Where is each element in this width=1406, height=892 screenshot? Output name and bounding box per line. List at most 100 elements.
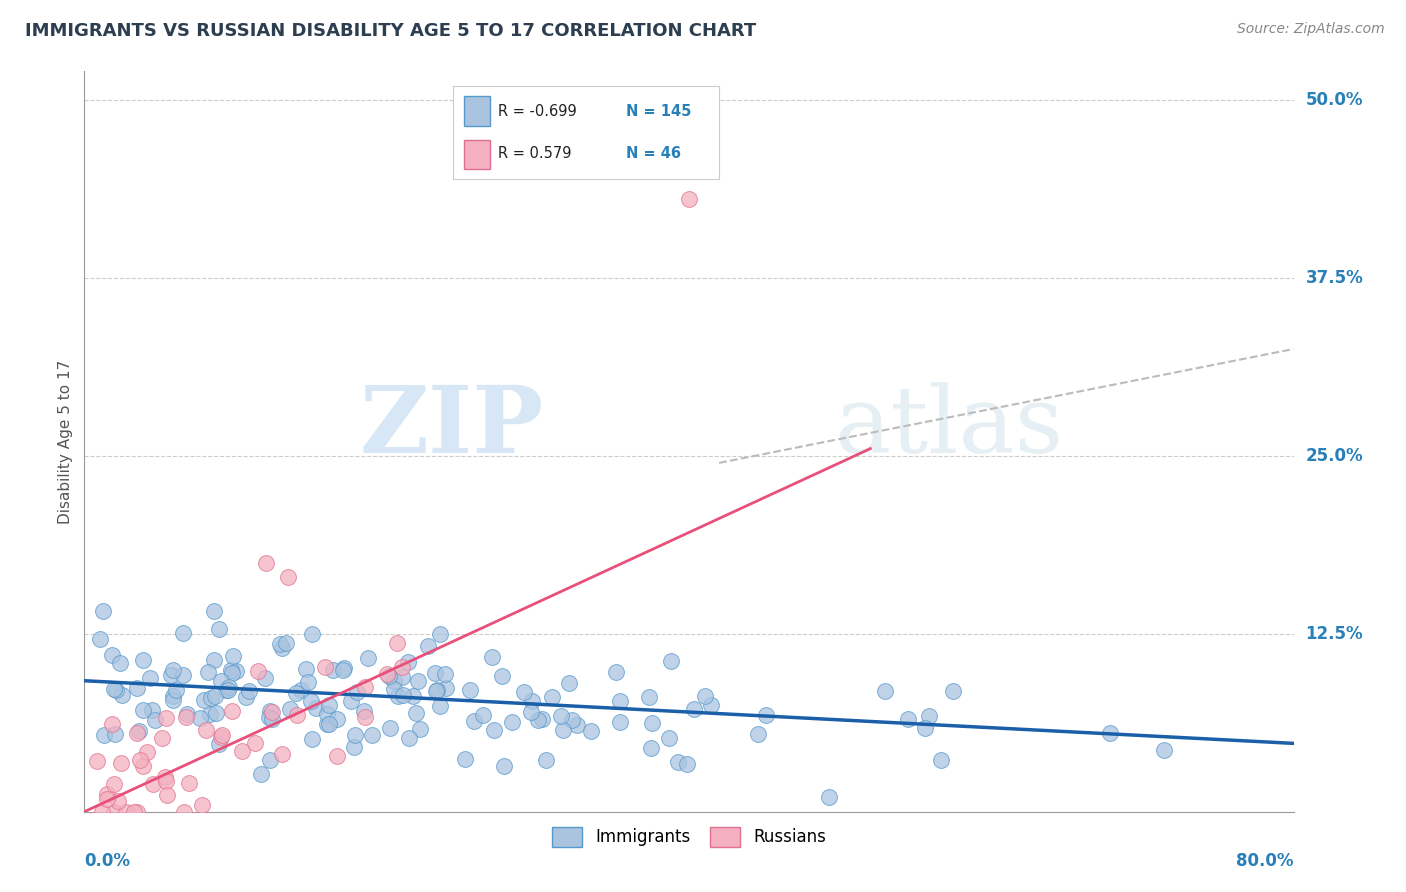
Point: [127, 805, 149, 819]
Point: [197, 665, 219, 680]
Point: [269, 637, 291, 651]
Point: [193, 693, 215, 707]
Point: [111, 689, 134, 703]
Point: [217, 682, 239, 697]
Point: [132, 759, 155, 773]
Point: [382, 681, 405, 696]
Point: [360, 728, 382, 742]
Point: [405, 706, 427, 721]
Point: [104, 727, 127, 741]
Point: [561, 713, 583, 727]
Point: [202, 604, 225, 618]
Point: [208, 737, 231, 751]
Point: [463, 714, 485, 729]
Y-axis label: Disability Age 5 to 17: Disability Age 5 to 17: [58, 359, 73, 524]
Point: [277, 570, 299, 584]
Point: [222, 648, 245, 663]
Point: [481, 649, 503, 664]
Point: [434, 681, 457, 695]
Point: [818, 789, 841, 804]
Point: [558, 676, 581, 690]
Point: [143, 713, 166, 727]
Point: [1098, 726, 1121, 740]
Point: [429, 627, 451, 641]
Point: [301, 626, 323, 640]
Point: [550, 709, 572, 723]
Point: [918, 708, 941, 723]
Point: [290, 683, 312, 698]
Text: 50.0%: 50.0%: [1306, 91, 1362, 109]
Point: [215, 682, 238, 697]
Text: atlas: atlas: [834, 382, 1063, 472]
Point: [501, 714, 523, 729]
Point: [416, 640, 439, 654]
Point: [458, 683, 481, 698]
Point: [297, 674, 319, 689]
Point: [125, 726, 148, 740]
Point: [326, 749, 349, 764]
Point: [314, 659, 336, 673]
Point: [519, 706, 541, 720]
Point: [609, 715, 631, 730]
Point: [105, 683, 128, 698]
Point: [695, 689, 717, 703]
Point: [142, 777, 165, 791]
Point: [254, 556, 277, 570]
Point: [245, 736, 267, 750]
Point: [429, 699, 451, 714]
Point: [129, 753, 152, 767]
Point: [225, 664, 247, 678]
Point: [402, 689, 425, 703]
Point: [534, 753, 557, 767]
Point: [101, 716, 124, 731]
Point: [138, 672, 160, 686]
Point: [391, 660, 413, 674]
Point: [357, 650, 380, 665]
Point: [155, 773, 177, 788]
Point: [605, 665, 627, 679]
Point: [353, 710, 375, 724]
Point: [425, 684, 447, 698]
Point: [285, 708, 308, 723]
Point: [96, 787, 118, 801]
Point: [208, 622, 231, 636]
Text: Source: ZipAtlas.com: Source: ZipAtlas.com: [1237, 22, 1385, 37]
Point: [387, 636, 409, 650]
Point: [162, 663, 184, 677]
Point: [270, 641, 292, 656]
Point: [755, 707, 778, 722]
Point: [914, 721, 936, 735]
Text: 25.0%: 25.0%: [1306, 447, 1364, 465]
Point: [128, 723, 150, 738]
Point: [472, 707, 495, 722]
Point: [103, 682, 125, 697]
Point: [103, 777, 125, 791]
Point: [425, 665, 447, 680]
Point: [231, 744, 253, 758]
Point: [579, 723, 602, 738]
Point: [522, 694, 544, 708]
Point: [254, 671, 277, 685]
Point: [246, 664, 269, 678]
Point: [641, 716, 664, 731]
Point: [162, 689, 184, 703]
Point: [747, 727, 769, 741]
Point: [513, 684, 536, 698]
Point: [235, 690, 257, 704]
Point: [897, 712, 920, 726]
Text: 12.5%: 12.5%: [1306, 624, 1364, 643]
Point: [299, 694, 322, 708]
Point: [353, 704, 375, 718]
Point: [391, 670, 413, 684]
Point: [494, 759, 516, 773]
Point: [153, 770, 176, 784]
Point: [333, 661, 356, 675]
Point: [218, 680, 240, 694]
Point: [340, 694, 363, 708]
Point: [526, 713, 548, 727]
Point: [553, 723, 575, 737]
Point: [202, 653, 225, 667]
Point: [200, 691, 222, 706]
Point: [343, 739, 366, 754]
Legend: Immigrants, Russians: Immigrants, Russians: [543, 818, 835, 855]
